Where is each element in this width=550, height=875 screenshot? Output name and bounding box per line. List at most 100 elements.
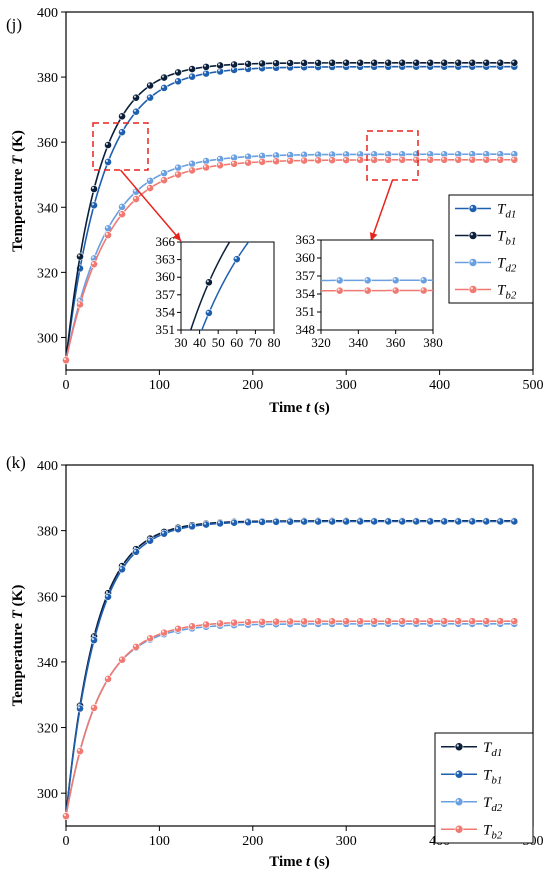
point-highlight (456, 60, 459, 63)
series-point-b1 (412, 517, 421, 526)
point-highlight (105, 226, 109, 229)
inset-plot-1: 320 340 360 380 348 351 354 357 360 363 (296, 232, 443, 350)
y-tick-label: 400 (37, 6, 58, 21)
y-tick-label: 340 (37, 656, 58, 671)
series-point-b2 (370, 617, 379, 626)
point-highlight (498, 619, 501, 622)
point-highlight (217, 621, 221, 624)
y-tick-label: 400 (37, 459, 58, 474)
point-highlight (470, 519, 473, 522)
inset-point-d2 (335, 276, 344, 285)
series-point-d1 (188, 72, 196, 81)
point-highlight (372, 60, 375, 63)
series-point-b2 (272, 157, 281, 166)
point-highlight (175, 527, 179, 530)
point-highlight (456, 519, 459, 522)
y-tick-label: 380 (37, 71, 58, 86)
series-point-b2 (132, 195, 140, 203)
inset-x-tick-label: 80 (268, 335, 281, 350)
inset-y-tick-label: 354 (156, 304, 176, 319)
series-point-b1 (328, 58, 337, 67)
point-highlight (344, 60, 347, 63)
series-point-b2 (328, 156, 337, 165)
point-highlight (365, 278, 368, 281)
point-highlight (231, 520, 235, 523)
series-point-b2 (160, 176, 168, 185)
series-point-b1 (230, 518, 239, 527)
series-point-b2 (202, 620, 210, 629)
series-point-b2 (356, 617, 365, 626)
point-highlight (175, 79, 179, 82)
point-highlight (498, 152, 501, 155)
series-point-b2 (272, 617, 281, 626)
series-point-b2 (440, 617, 449, 626)
point-highlight (470, 157, 473, 160)
legend-box (448, 194, 534, 304)
series-point-b2 (384, 155, 393, 164)
inset-frame (320, 239, 434, 331)
point-highlight (287, 519, 291, 522)
inset-y-tick-label: 363 (156, 252, 176, 267)
point-highlight (179, 359, 181, 361)
series-point-b1 (174, 525, 182, 534)
series-point-d1 (174, 77, 182, 86)
point-highlight (358, 60, 361, 63)
point-highlight (484, 619, 487, 622)
point-highlight (259, 153, 263, 156)
point-highlight (147, 95, 151, 98)
point-highlight (217, 156, 221, 160)
point-highlight (329, 157, 333, 161)
point-highlight (133, 95, 137, 98)
series-point-b1 (286, 59, 295, 67)
point-highlight (234, 256, 237, 260)
series-point-b2 (76, 747, 84, 756)
point-highlight (456, 771, 459, 775)
series-point-b2 (216, 161, 225, 170)
point-highlight (393, 288, 396, 291)
series-point-b2 (286, 156, 295, 165)
point-highlight (386, 619, 389, 622)
series-point-b1 (202, 520, 210, 529)
series-point-b2 (300, 617, 309, 626)
panel-label: (j) (6, 15, 22, 34)
point-highlight (386, 152, 389, 155)
y-axis-title: Temperature T (K) (10, 585, 26, 707)
point-highlight (203, 64, 207, 67)
point-highlight (470, 60, 473, 63)
series-point-d1 (160, 84, 168, 92)
point-highlight (315, 158, 319, 161)
point-highlight (470, 152, 473, 155)
point-highlight (512, 619, 515, 622)
point-highlight (428, 619, 431, 622)
inset-x-tick-label: 30 (175, 335, 188, 350)
series-point-b1 (188, 65, 196, 73)
point-highlight (301, 60, 305, 63)
series-point-b2 (314, 617, 323, 626)
point-highlight (91, 634, 95, 637)
series-point-b1 (412, 58, 421, 67)
point-highlight (189, 161, 193, 164)
inset-point-d2 (363, 276, 372, 285)
point-highlight (77, 706, 81, 709)
point-highlight (189, 74, 193, 77)
series-point-b1 (216, 61, 225, 70)
inset-point-d1 (177, 387, 184, 394)
point-highlight (217, 521, 221, 524)
series-point-b2 (188, 166, 196, 175)
series-point-d2 (160, 169, 168, 178)
zoom-box (92, 122, 149, 171)
point-highlight (484, 60, 487, 63)
series-point-b2 (510, 155, 519, 164)
point-highlight (231, 161, 235, 164)
point-highlight (344, 519, 347, 522)
series-point-b1 (104, 141, 112, 149)
series-point-b1 (454, 517, 463, 526)
point-highlight (63, 358, 66, 361)
inset-point-d2 (419, 276, 428, 285)
series-point-b1 (146, 81, 154, 90)
series-point-d1 (146, 93, 154, 102)
x-tick-label: 400 (429, 378, 450, 393)
point-highlight (161, 75, 165, 78)
point-highlight (147, 178, 151, 181)
